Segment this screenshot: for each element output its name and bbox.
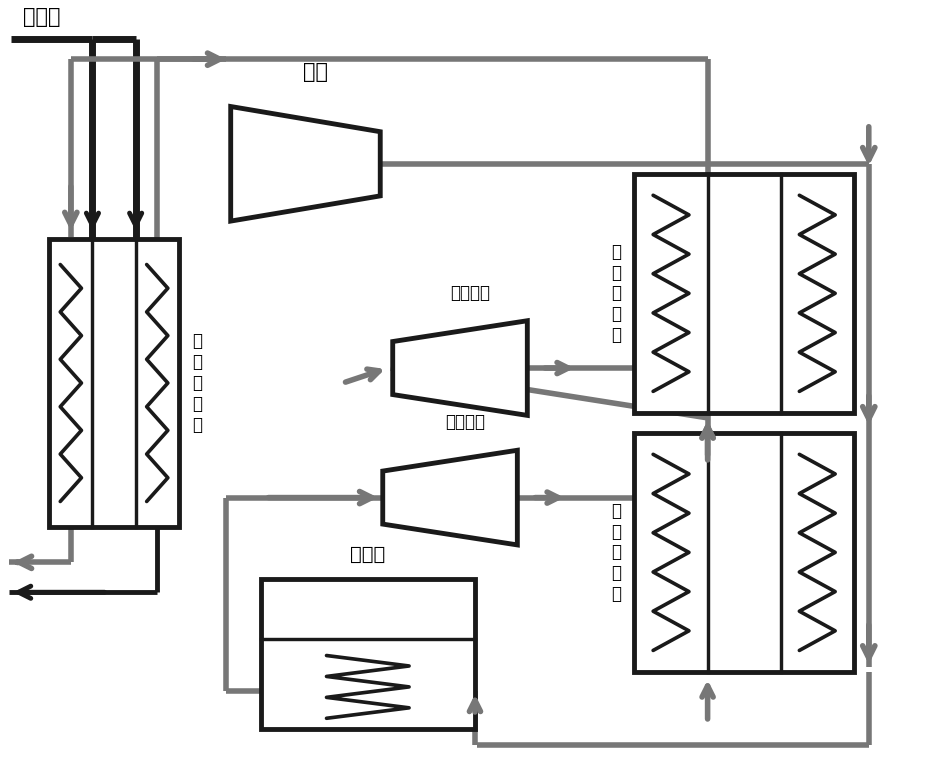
Bar [634, 174, 853, 413]
Text: 导热油: 导热油 [23, 8, 60, 28]
Text: 透平: 透平 [303, 61, 328, 81]
Polygon shape [230, 107, 380, 221]
Text: 高
温
回
热
器: 高 温 回 热 器 [611, 243, 621, 344]
Bar [634, 433, 853, 672]
Text: 再压缩机: 再压缩机 [449, 284, 489, 302]
Polygon shape [393, 321, 527, 415]
Text: 预冷器: 预冷器 [350, 545, 385, 564]
Bar [261, 579, 474, 729]
Text: 低
温
回
热
器: 低 温 回 热 器 [611, 502, 621, 603]
Text: 高
温
加
热
器: 高 温 加 热 器 [191, 333, 201, 434]
Text: 主压缩机: 主压缩机 [445, 413, 484, 432]
Bar [49, 239, 179, 528]
Polygon shape [382, 450, 517, 545]
